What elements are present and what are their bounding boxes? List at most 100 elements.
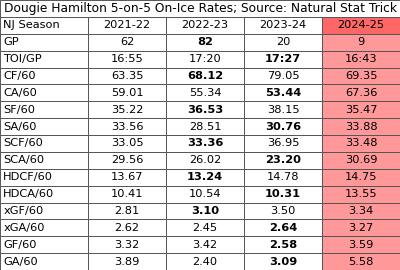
Bar: [244, 135, 322, 152]
Text: HDCA/60: HDCA/60: [3, 189, 54, 199]
Bar: [244, 169, 322, 186]
Text: 3.09: 3.09: [269, 256, 297, 266]
Text: 3.89: 3.89: [114, 256, 140, 266]
Text: 3.34: 3.34: [348, 206, 374, 216]
Bar: [322, 202, 400, 219]
Text: 10.31: 10.31: [265, 189, 301, 199]
Bar: [0, 169, 88, 186]
Text: GF/60: GF/60: [3, 240, 37, 250]
Text: 2.62: 2.62: [114, 223, 140, 233]
Text: 16:55: 16:55: [111, 54, 143, 64]
Bar: [88, 135, 166, 152]
Text: 3.50: 3.50: [270, 206, 296, 216]
Text: 67.36: 67.36: [345, 88, 377, 98]
Text: GA/60: GA/60: [3, 256, 38, 266]
Text: 62: 62: [120, 37, 134, 47]
Bar: [244, 202, 322, 219]
Text: 33.88: 33.88: [345, 122, 377, 131]
Text: SCA/60: SCA/60: [3, 155, 44, 165]
Bar: [88, 253, 166, 270]
Bar: [166, 68, 244, 84]
Bar: [322, 186, 400, 202]
Text: 82: 82: [197, 37, 213, 47]
Bar: [0, 135, 88, 152]
Text: TOI/GP: TOI/GP: [3, 54, 42, 64]
Text: SA/60: SA/60: [3, 122, 37, 131]
Bar: [166, 84, 244, 101]
Text: 2.58: 2.58: [269, 240, 297, 250]
Text: 2022-23: 2022-23: [182, 20, 228, 30]
Text: 16:43: 16:43: [345, 54, 377, 64]
Bar: [244, 236, 322, 253]
Bar: [244, 118, 322, 135]
Text: 2021-22: 2021-22: [104, 20, 150, 30]
Text: 2024-25: 2024-25: [338, 20, 384, 30]
Text: 2.81: 2.81: [114, 206, 140, 216]
Text: 2.40: 2.40: [192, 256, 218, 266]
Text: 9: 9: [357, 37, 365, 47]
Bar: [322, 51, 400, 68]
Bar: [88, 152, 166, 169]
Text: 33.48: 33.48: [345, 139, 377, 148]
Text: 35.22: 35.22: [111, 105, 143, 115]
Bar: [88, 17, 166, 34]
Text: 79.05: 79.05: [267, 71, 299, 81]
Text: 30.76: 30.76: [265, 122, 301, 131]
Text: 3.10: 3.10: [191, 206, 219, 216]
Bar: [88, 202, 166, 219]
Bar: [88, 51, 166, 68]
Text: 10.54: 10.54: [189, 189, 221, 199]
Bar: [166, 152, 244, 169]
Bar: [166, 169, 244, 186]
Text: 13.24: 13.24: [187, 172, 223, 182]
Text: 59.01: 59.01: [111, 88, 143, 98]
Text: 14.78: 14.78: [267, 172, 299, 182]
Bar: [88, 68, 166, 84]
Bar: [88, 34, 166, 51]
Bar: [322, 135, 400, 152]
Text: 17:27: 17:27: [265, 54, 301, 64]
Bar: [322, 101, 400, 118]
Bar: [0, 101, 88, 118]
Text: 5.58: 5.58: [348, 256, 374, 266]
Text: 13.55: 13.55: [345, 189, 377, 199]
Text: 3.42: 3.42: [192, 240, 218, 250]
Bar: [0, 118, 88, 135]
Bar: [322, 118, 400, 135]
Bar: [166, 101, 244, 118]
Bar: [0, 34, 88, 51]
Bar: [88, 169, 166, 186]
Bar: [322, 68, 400, 84]
Text: 63.35: 63.35: [111, 71, 143, 81]
Bar: [322, 152, 400, 169]
Text: 38.15: 38.15: [267, 105, 299, 115]
Bar: [244, 186, 322, 202]
Text: 3.27: 3.27: [348, 223, 374, 233]
Text: 2.64: 2.64: [269, 223, 297, 233]
Text: 30.69: 30.69: [345, 155, 377, 165]
Text: 33.36: 33.36: [187, 139, 223, 148]
Bar: [0, 51, 88, 68]
Text: 10.41: 10.41: [111, 189, 143, 199]
Bar: [322, 84, 400, 101]
Text: 36.53: 36.53: [187, 105, 223, 115]
Text: 35.47: 35.47: [345, 105, 377, 115]
Bar: [88, 236, 166, 253]
Text: 55.34: 55.34: [189, 88, 221, 98]
Text: 2023-24: 2023-24: [260, 20, 306, 30]
Bar: [166, 17, 244, 34]
Text: 53.44: 53.44: [265, 88, 301, 98]
Text: SF/60: SF/60: [3, 105, 35, 115]
Bar: [244, 68, 322, 84]
Bar: [0, 17, 88, 34]
Bar: [166, 51, 244, 68]
Text: SCF/60: SCF/60: [3, 139, 43, 148]
Text: 13.67: 13.67: [111, 172, 143, 182]
Text: 14.75: 14.75: [345, 172, 377, 182]
Text: 36.95: 36.95: [267, 139, 299, 148]
Bar: [88, 84, 166, 101]
Bar: [88, 219, 166, 236]
Bar: [0, 68, 88, 84]
Bar: [244, 101, 322, 118]
Text: 20: 20: [276, 37, 290, 47]
